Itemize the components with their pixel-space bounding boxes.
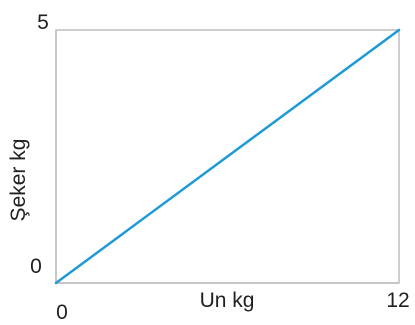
y-axis-label: Şeker kg bbox=[7, 139, 30, 222]
y-tick-label-bottom: 0 bbox=[30, 255, 42, 278]
x-axis-label: Un kg bbox=[200, 289, 255, 312]
x-tick-label-left: 0 bbox=[56, 301, 68, 324]
series-line bbox=[54, 28, 401, 285]
x-tick-label-right: 12 bbox=[386, 289, 409, 312]
y-tick-label-top: 5 bbox=[37, 11, 49, 34]
